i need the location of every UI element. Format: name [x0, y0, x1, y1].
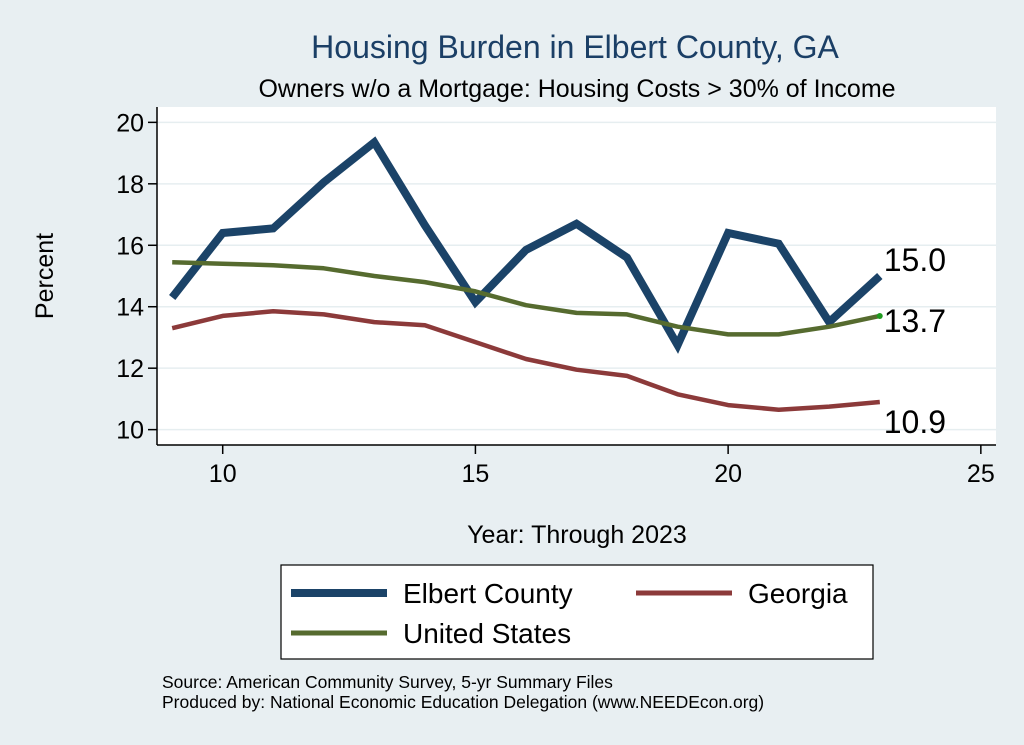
x-axis-ticks: 10 15 20 25	[209, 445, 995, 488]
source-note: Source: American Community Survey, 5-yr …	[162, 672, 613, 692]
producer-note: Produced by: National Economic Education…	[162, 692, 764, 712]
legend: Elbert County Georgia United States	[280, 564, 874, 660]
y-axis-ticks: 10 12 14 16 18 20	[116, 109, 157, 445]
series-layer	[169, 136, 883, 412]
us-end-marker	[876, 312, 883, 319]
y-tick-label: 10	[116, 417, 144, 445]
chart-subtitle: Owners w/o a Mortgage: Housing Costs > 3…	[258, 75, 895, 103]
y-tick-label: 12	[116, 355, 144, 383]
x-tick-label: 10	[209, 460, 237, 488]
series-line-united-states	[172, 259, 881, 337]
end-label-elbert-county: 15.0	[884, 242, 946, 278]
x-tick-label: 20	[714, 460, 742, 488]
gridlines	[157, 121, 996, 431]
legend-label-united-states: United States	[403, 618, 571, 649]
series-line-georgia	[171, 309, 881, 412]
plot-area	[157, 107, 996, 445]
y-tick-label: 18	[116, 171, 144, 199]
y-tick-label: 14	[116, 294, 144, 322]
chart-title: Housing Burden in Elbert County, GA	[311, 29, 839, 65]
legend-label-elbert-county: Elbert County	[403, 578, 573, 609]
y-tick-label: 20	[116, 109, 144, 137]
series-line-elbert-county	[169, 136, 883, 354]
y-axis-title: Percent	[31, 233, 59, 319]
end-label-georgia: 10.9	[884, 404, 946, 440]
end-label-united-states: 13.7	[884, 303, 946, 339]
x-tick-label: 25	[967, 460, 995, 488]
y-tick-label: 16	[116, 232, 144, 260]
legend-box	[280, 564, 874, 660]
legend-label-georgia: Georgia	[748, 578, 848, 609]
x-tick-label: 15	[462, 460, 490, 488]
x-axis-title: Year: Through 2023	[467, 521, 687, 549]
